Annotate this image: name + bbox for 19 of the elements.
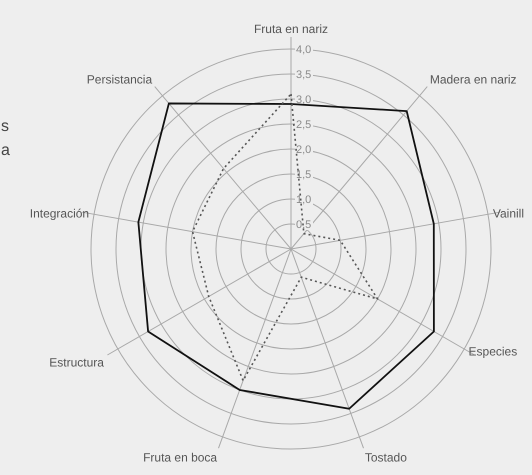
spoke-label: Persistancia <box>86 72 152 87</box>
spoke-label: Fruta en nariz <box>254 22 328 36</box>
y-tick-label: 3,5 <box>296 68 312 81</box>
spoke-label: Especies <box>468 344 518 359</box>
text: a <box>1 142 10 159</box>
spoke-label: Integración <box>30 206 90 221</box>
y-tick-label: 1,0 <box>296 194 312 206</box>
y-tick-label: 3,0 <box>296 94 312 106</box>
y-tick-label: 2,5 <box>296 118 312 131</box>
y-tick-label: 4,0 <box>296 44 312 56</box>
text: s <box>1 118 9 135</box>
spoke-label: Madera en nariz <box>430 72 517 87</box>
spoke-label: Estructura <box>49 356 104 370</box>
spoke-label: Tostado <box>364 450 408 465</box>
y-tick-label: 2,0 <box>296 144 312 156</box>
spoke-label: Fruta en boca <box>143 450 218 465</box>
y-tick-label: 0,5 <box>296 218 312 231</box>
y-tick-label: 1,5 <box>296 168 312 181</box>
spoke-label: Vainill <box>492 206 524 221</box>
